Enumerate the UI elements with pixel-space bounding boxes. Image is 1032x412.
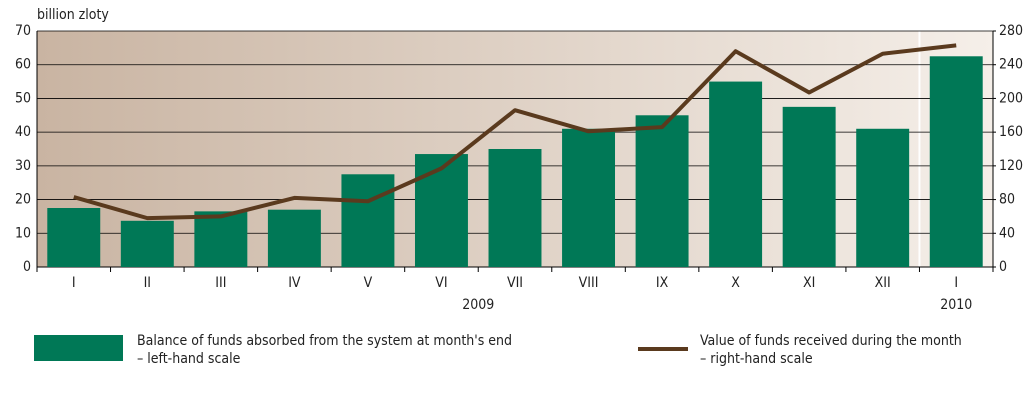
legend-label: Value of funds received during the month (700, 333, 962, 349)
y-tick-label: 30 (15, 158, 31, 174)
bar (47, 208, 101, 267)
legend-note: – right-hand scale (700, 351, 813, 367)
y-tick-label: 0 (23, 259, 31, 275)
bar (856, 128, 910, 267)
x-tick-label: I (954, 275, 958, 291)
y2-tick-label: 160 (999, 124, 1023, 140)
bar (929, 56, 983, 268)
y-tick-label: 50 (15, 90, 31, 106)
legend-label: Balance of funds absorbed from the syste… (137, 333, 512, 349)
bar (267, 209, 321, 267)
x-tick-label: IX (656, 275, 669, 291)
bar (635, 115, 689, 268)
y-axis-label: billion zloty (37, 7, 109, 23)
x-tick-label: XI (803, 275, 815, 291)
y-tick-label: 20 (15, 192, 31, 208)
year-label: 2009 (462, 297, 494, 313)
x-tick-label: II (144, 275, 151, 291)
bar (414, 154, 468, 267)
bar (194, 211, 248, 267)
y-tick-label: 40 (15, 124, 31, 140)
y2-tick-label: 280 (999, 23, 1023, 39)
x-tick-label: V (364, 275, 373, 291)
bar (709, 81, 763, 267)
line-series (73, 43, 957, 221)
x-tick-label: IV (288, 275, 301, 291)
y-tick-label: 70 (15, 23, 31, 39)
bar (782, 106, 836, 267)
year-label: 2010 (940, 297, 972, 313)
y2-tick-label: 120 (999, 158, 1023, 174)
bar (488, 149, 542, 267)
y-tick-label: 10 (15, 225, 31, 241)
x-tick-label: XII (875, 275, 891, 291)
x-tick-label: I (72, 275, 76, 291)
y2-tick-label: 0 (999, 259, 1007, 275)
x-tick-label: VI (435, 275, 447, 291)
y2-tick-label: 80 (999, 192, 1015, 208)
bar (562, 128, 616, 267)
x-tick-label: X (731, 275, 740, 291)
y2-tick-label: 240 (999, 57, 1023, 73)
y2-tick-label: 200 (999, 90, 1023, 106)
bar (120, 220, 174, 267)
legend-swatch (34, 335, 123, 361)
legend-note: – left-hand scale (137, 351, 241, 367)
y-tick-label: 60 (15, 57, 31, 73)
x-tick-label: VII (507, 275, 523, 291)
x-tick-label: VIII (579, 275, 599, 291)
x-tick-label: III (215, 275, 226, 291)
bar (341, 174, 395, 267)
y2-tick-label: 40 (999, 225, 1015, 241)
